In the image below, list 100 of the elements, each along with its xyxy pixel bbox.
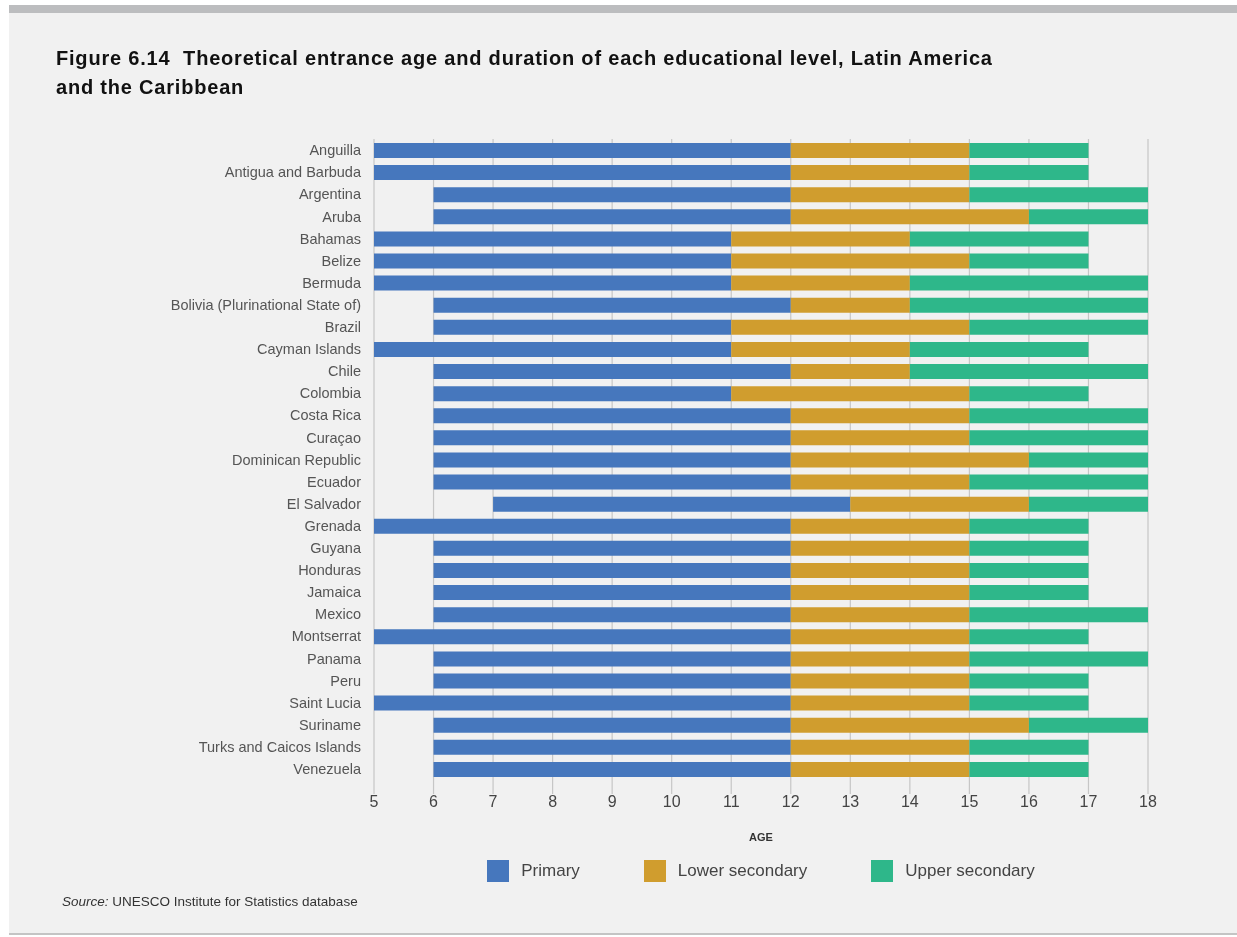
- bar: [909, 297, 1148, 313]
- bar: [374, 695, 791, 711]
- bar: [969, 474, 1148, 490]
- bar: [969, 386, 1089, 402]
- bar: [433, 607, 791, 623]
- y-tick-label: Cayman Islands: [257, 341, 361, 358]
- y-tick-label: Saint Lucia: [289, 694, 362, 711]
- bar: [790, 607, 970, 623]
- x-tick-label: 13: [841, 793, 860, 811]
- bar: [433, 386, 732, 402]
- bar: [433, 717, 791, 733]
- y-tick-label: Chile: [327, 363, 361, 380]
- bar: [969, 518, 1089, 534]
- y-tick-label: Jamaica: [307, 584, 362, 601]
- bar: [790, 651, 970, 667]
- bar: [969, 187, 1148, 203]
- y-tick-label: Venezuela: [293, 761, 362, 778]
- x-tick-label: 11: [722, 793, 740, 811]
- x-tick-label: 14: [900, 793, 919, 811]
- chart-title: Figure 6.14 Theoretical entrance age and duration of each educational level, Latin America and the Caribbean: [56, 46, 994, 100]
- bar: [790, 518, 970, 534]
- bar: [790, 430, 970, 446]
- bar: [969, 695, 1089, 711]
- bar: [374, 231, 732, 247]
- y-tick-label: Argentina: [298, 186, 362, 203]
- x-tick-label: 9: [607, 793, 617, 811]
- bar: [433, 209, 791, 225]
- bar: [433, 585, 791, 601]
- y-tick-label: Bahamas: [299, 230, 361, 247]
- y-tick-label: Bolivia (Plurinational State of): [170, 296, 361, 313]
- bar: [433, 673, 791, 689]
- legend-label: Lower secondary: [677, 861, 808, 881]
- bar: [1028, 209, 1148, 225]
- bar: [433, 651, 791, 667]
- bar: [790, 452, 1029, 468]
- y-tick-label: Montserrat: [291, 628, 361, 645]
- bar: [969, 607, 1148, 623]
- bar: [790, 540, 970, 556]
- bar: [731, 386, 970, 402]
- x-tick-label: 10: [662, 793, 681, 811]
- y-tick-label: Brazil: [324, 319, 361, 336]
- bar: [433, 739, 791, 755]
- y-tick-label: Panama: [306, 650, 362, 667]
- bar: [433, 562, 791, 578]
- bar: [790, 143, 970, 158]
- bar: [433, 408, 791, 424]
- bar: [790, 165, 970, 181]
- y-tick-label: Guyana: [310, 540, 362, 557]
- y-tick-label: Curaçao: [306, 429, 361, 446]
- bar: [374, 253, 732, 269]
- bar: [969, 165, 1089, 181]
- y-tick-label: Mexico: [315, 606, 361, 623]
- y-tick-label: Colombia: [299, 385, 362, 402]
- y-tick-label: Costa Rica: [290, 407, 362, 424]
- bar: [969, 430, 1148, 446]
- y-tick-label: Ecuador: [306, 473, 362, 490]
- x-tick-label: 17: [1079, 793, 1098, 811]
- bar: [790, 562, 970, 578]
- bar: [374, 518, 791, 534]
- x-tick-label: 15: [960, 793, 979, 811]
- bar: [969, 739, 1089, 755]
- legend-label: Upper secondary: [905, 861, 1035, 881]
- bar: [1028, 496, 1148, 512]
- bar: [969, 629, 1089, 645]
- bar: [909, 275, 1148, 291]
- bar: [433, 319, 732, 335]
- bar: [433, 452, 791, 468]
- bar: [790, 408, 970, 424]
- bar: [909, 231, 1089, 247]
- y-tick-label: Aruba: [322, 208, 362, 225]
- bar: [374, 165, 791, 181]
- bar: [790, 739, 970, 755]
- y-tick-label: Turks and Caicos Islands: [198, 738, 361, 755]
- source-note: Source: UNESCO Institute for Statistics database: [62, 894, 358, 909]
- x-tick-label: 18: [1139, 793, 1157, 811]
- y-tick-label: El Salvador: [286, 495, 362, 512]
- x-axis-title: AGE: [748, 831, 774, 843]
- bar: [731, 319, 970, 335]
- y-tick-label: Belize: [321, 252, 361, 269]
- x-tick-label: 7: [488, 793, 498, 811]
- x-tick-label: 5: [369, 793, 379, 811]
- bar: [433, 187, 791, 203]
- y-tick-label: Honduras: [298, 562, 361, 579]
- bar: [969, 562, 1089, 578]
- bar: [790, 717, 1029, 733]
- x-tick-label: 6: [429, 793, 439, 811]
- bar: [1028, 717, 1148, 733]
- y-tick-label: Anguilla: [309, 142, 362, 159]
- bar: [790, 187, 970, 203]
- bar: [374, 629, 791, 645]
- bar: [374, 275, 732, 291]
- legend-label: Primary: [521, 861, 580, 881]
- bar: [790, 209, 1029, 225]
- bar: [790, 695, 970, 711]
- bar: [790, 364, 910, 380]
- x-tick-label: 8: [548, 793, 558, 811]
- bar: [374, 143, 791, 158]
- y-tick-label: Antigua and Barbuda: [224, 164, 362, 181]
- bar: [493, 496, 851, 512]
- bar: [969, 143, 1089, 158]
